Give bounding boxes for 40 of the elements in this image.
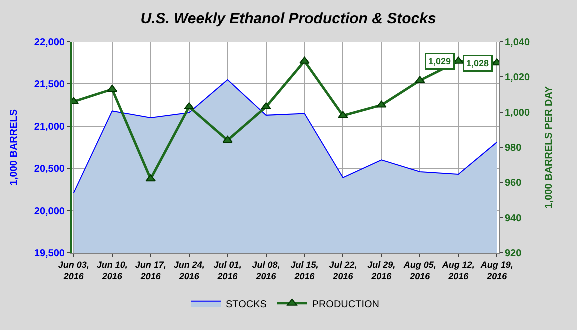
x-tick-label: Jun 24, 2016	[174, 260, 205, 282]
legend-label: STOCKS	[226, 299, 268, 310]
y2-axis-title: 1,000 BARRELS PER DAY	[544, 86, 555, 209]
y-axis-title: 1,000 BARRELS	[8, 109, 20, 186]
point	[222, 136, 233, 143]
x-tick-label: Jun 03, 2016	[58, 260, 90, 282]
chart-title: U.S. Weekly Ethanol Production & Stocks	[140, 10, 436, 28]
point	[261, 102, 272, 110]
x-tick-label: Jul 29, 2016	[368, 260, 396, 282]
x-tick-label: Jul 22, 2016	[329, 260, 358, 282]
y-tick-label: 21,000	[34, 122, 66, 133]
y2-tick-label: 1,040	[505, 38, 530, 48]
y-tick-label: 20,500	[34, 164, 66, 176]
x-tick-label: Jul 01, 2016	[214, 260, 242, 282]
point	[415, 76, 426, 84]
point	[300, 56, 310, 64]
legend-label: PRODUCTION	[312, 299, 380, 310]
y-tick-label: 19,500	[34, 248, 66, 260]
y-tick-label: 22,000	[34, 38, 66, 48]
x-tick-label: Jul 15, 2016	[290, 260, 319, 282]
y-tick-label: 21,500	[34, 80, 66, 91]
x-tick-label: Aug 05, 2016	[402, 260, 436, 282]
y2-tick-label: 1,020	[505, 72, 530, 84]
y2-tick-label: 1,000	[505, 108, 530, 119]
y2-tick-label: 920	[505, 248, 522, 260]
x-tick-label: Jun 10, 2016	[96, 260, 128, 282]
x-tick-label: Jun 17, 2016	[135, 260, 166, 282]
y2-tick-label: 980	[505, 143, 522, 154]
y-tick-label: 20,000	[34, 206, 66, 218]
point	[184, 102, 194, 110]
x-tick-label: Jul 08, 2016	[252, 260, 280, 282]
point	[338, 111, 348, 118]
point	[146, 174, 156, 182]
point	[376, 100, 387, 108]
y2-tick-label: 960	[505, 178, 522, 190]
y2-tick-label: 940	[505, 213, 522, 224]
data-label: 1,028	[466, 58, 490, 68]
x-tick-label: Aug 12, 2016	[441, 260, 475, 282]
data-label: 1,029	[428, 56, 452, 66]
x-tick-label: Aug 19, 2016	[480, 260, 514, 282]
